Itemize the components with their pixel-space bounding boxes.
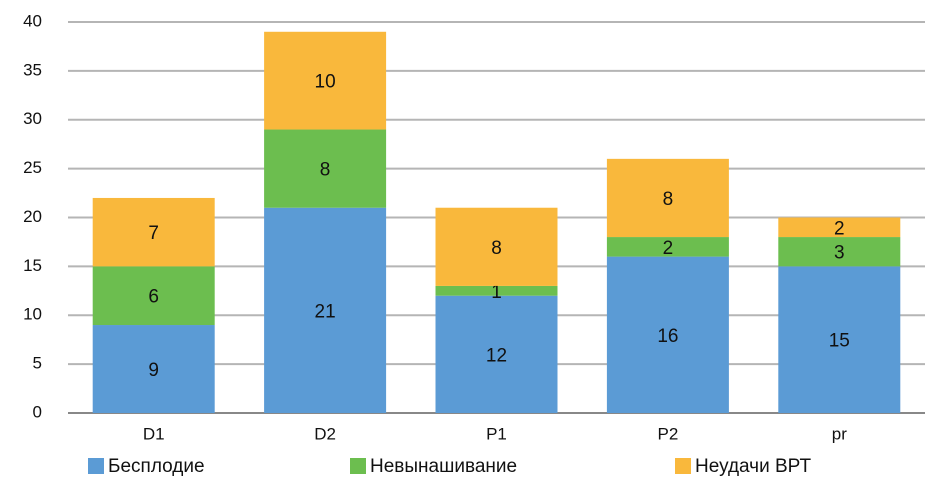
y-tick-label: 30 xyxy=(23,109,42,128)
data-label: 7 xyxy=(148,223,159,244)
bar-segment xyxy=(435,295,558,413)
legend-swatch xyxy=(675,458,691,474)
y-tick-label: 5 xyxy=(33,354,42,373)
legend-label: Бесплодие xyxy=(108,456,205,477)
legend-label: Неудачи ВРТ xyxy=(695,456,811,477)
bar-segment xyxy=(92,197,215,267)
y-tick-label: 40 xyxy=(23,11,42,30)
x-tick-label: P1 xyxy=(486,424,507,443)
data-label: 8 xyxy=(320,160,331,181)
data-label: 8 xyxy=(491,238,502,259)
data-label: 21 xyxy=(315,301,336,322)
data-label: 2 xyxy=(834,218,845,239)
bar-segment xyxy=(92,325,215,413)
bar-segment xyxy=(435,207,558,286)
data-label: 10 xyxy=(315,72,336,93)
data-label: 8 xyxy=(663,189,674,210)
data-label: 2 xyxy=(663,238,674,259)
data-label: 6 xyxy=(148,287,159,308)
y-tick-label: 0 xyxy=(33,402,42,421)
legend-swatch xyxy=(88,458,104,474)
bar-segment xyxy=(435,285,558,296)
data-label: 9 xyxy=(148,360,159,381)
data-label: 12 xyxy=(486,345,507,366)
bar-segment xyxy=(264,207,387,413)
x-tick-label: D2 xyxy=(314,424,336,443)
bar-segment xyxy=(778,237,901,267)
x-tick-label: pr xyxy=(832,424,847,443)
data-label: 16 xyxy=(657,326,678,347)
x-tick-label: D1 xyxy=(143,424,165,443)
y-tick-label: 20 xyxy=(23,207,42,226)
y-tick-label: 35 xyxy=(23,60,42,79)
bar-segment xyxy=(606,256,729,413)
data-label: 1 xyxy=(491,282,502,303)
y-tick-label: 25 xyxy=(23,158,42,177)
x-tick-label: P2 xyxy=(658,424,679,443)
y-tick-label: 15 xyxy=(23,256,42,275)
bar-segment xyxy=(606,158,729,238)
legend-swatch xyxy=(350,458,366,474)
bar-segment xyxy=(606,237,729,257)
data-label: 15 xyxy=(829,331,850,352)
y-tick-label: 10 xyxy=(23,305,42,324)
bar-segment xyxy=(264,129,387,208)
bar-segment xyxy=(778,217,901,238)
data-label: 3 xyxy=(834,243,845,264)
legend-label: Невынашивание xyxy=(370,456,517,477)
bar-segment xyxy=(264,31,387,130)
bar-segment xyxy=(92,266,215,326)
bar-segment xyxy=(778,266,901,413)
